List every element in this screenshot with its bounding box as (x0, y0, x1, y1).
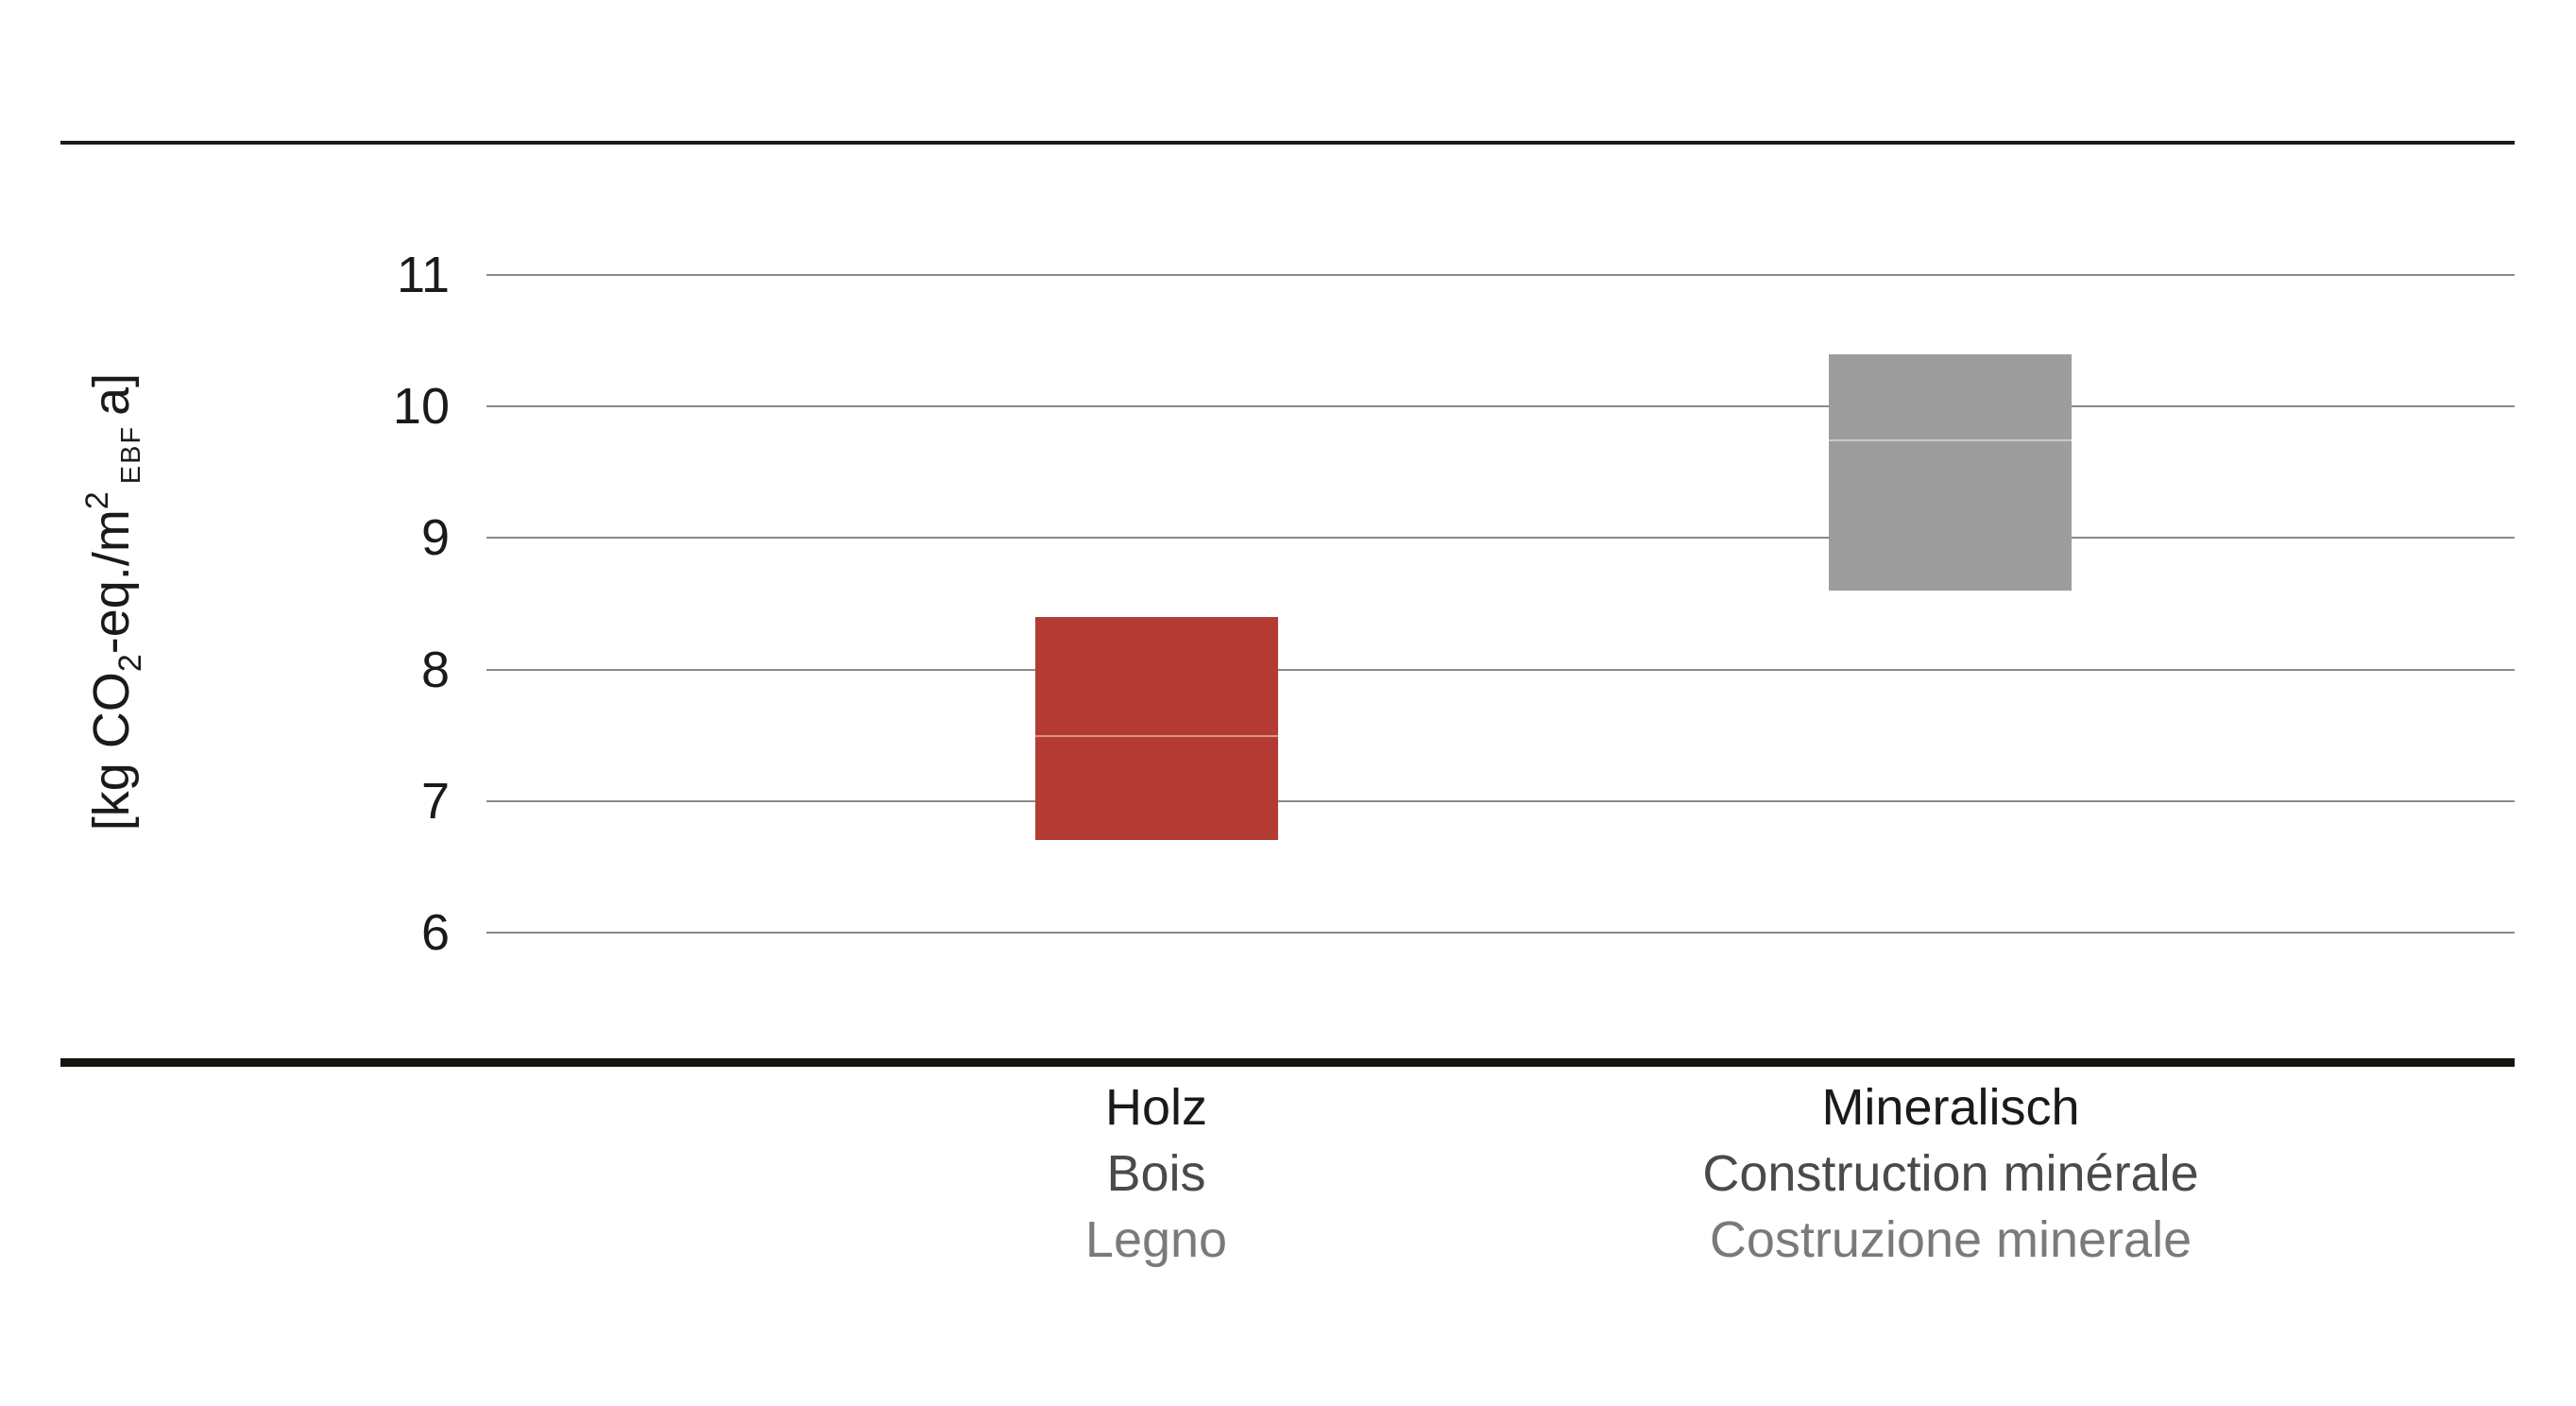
y-tick-label: 7 (420, 772, 450, 830)
y-axis-label-part: -eq./m (83, 509, 140, 655)
category-label-mineralisch: Mineralisch Construction minérale Costru… (1526, 1074, 2376, 1273)
y-axis-label-part: [kg CO (83, 672, 140, 832)
bar-holz (1035, 616, 1278, 841)
gridline (486, 405, 2515, 408)
category-label-holz: Holz Bois Legno (731, 1074, 1581, 1273)
y-axis-label-subscript-2: 2 (112, 654, 148, 673)
x-axis-baseline (60, 1058, 2515, 1067)
category-label-line-de: Mineralisch (1821, 1079, 2080, 1136)
category-label-line-de: Holz (1104, 1079, 1208, 1136)
gridline (486, 799, 2515, 802)
bar-segment-divider (1035, 735, 1278, 738)
y-axis-label-subscript-ebf: EBF (116, 424, 146, 485)
bar-mineralisch (1829, 353, 2072, 592)
y-tick-label: 9 (420, 509, 450, 567)
y-axis-label: [kg CO2-eq./m2EBFa] (64, 318, 148, 885)
y-tick-label: 8 (420, 641, 450, 698)
gridline (486, 274, 2515, 277)
category-label-line-it: Legno (1084, 1211, 1228, 1268)
bar-segment-divider (1829, 439, 2072, 442)
category-label-line-fr: Bois (1106, 1145, 1206, 1202)
y-axis-label-part: a] (83, 372, 140, 416)
chart-top-rule (60, 141, 2515, 145)
gridline (486, 931, 2515, 934)
gridline (486, 668, 2515, 671)
category-label-line-fr: Construction minérale (1702, 1145, 2199, 1202)
y-tick-label: 10 (392, 378, 450, 436)
y-axis-label-superscript-2: 2 (79, 491, 115, 510)
category-label-line-it: Costruzione minerale (1709, 1211, 2192, 1268)
y-tick-label: 6 (420, 903, 450, 961)
y-tick-label: 11 (396, 247, 450, 304)
gridline (486, 537, 2515, 540)
